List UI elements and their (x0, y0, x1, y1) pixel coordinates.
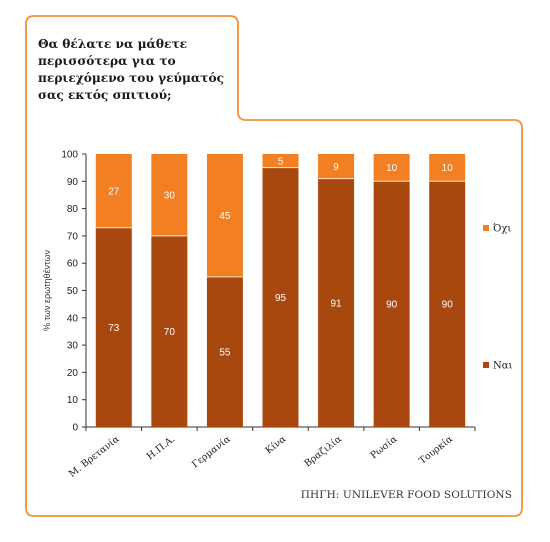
bar-segment-nai (262, 167, 299, 427)
data-label-nai: 70 (164, 327, 176, 338)
data-label-nai: 73 (108, 323, 120, 334)
bar-segment-oxi (429, 154, 466, 182)
bar-segment-nai (429, 181, 466, 427)
y-tick-label: 90 (67, 177, 79, 188)
data-label-nai: 90 (442, 300, 454, 311)
category-label: Τουρκία (417, 433, 455, 466)
y-axis-title: % των ερωτηθέντων (42, 249, 52, 331)
bar-segment-nai (151, 235, 188, 427)
data-label-nai: 91 (331, 298, 343, 309)
data-label-oxi: 10 (442, 163, 454, 174)
y-tick-label: 80 (67, 204, 79, 215)
category-label: Η.Π.Α. (145, 434, 177, 463)
data-label-nai: 55 (219, 347, 231, 358)
data-label-oxi: 9 (333, 162, 339, 173)
bar-segment-nai (95, 227, 132, 427)
y-tick-label: 10 (67, 395, 79, 406)
data-label-nai: 95 (275, 293, 287, 304)
bar-segment-oxi (206, 154, 243, 277)
y-tick-label: 30 (67, 341, 79, 352)
y-tick-label: 20 (67, 368, 79, 379)
legend-swatch-nai (483, 362, 489, 368)
question-title: Θα θέλατε να μάθετε περισσότερα για το π… (38, 37, 225, 102)
bar-segment-oxi (262, 154, 299, 168)
y-tick-label: 70 (67, 231, 79, 242)
data-label-oxi: 10 (386, 163, 398, 174)
source-note: ΠΗΓΗ: UNILEVER FOOD SOLUTIONS (300, 489, 512, 501)
y-tick-label: 50 (67, 286, 79, 297)
bar-segment-oxi (318, 154, 355, 179)
bar-segment-oxi (373, 154, 410, 182)
data-label-nai: 90 (386, 300, 398, 311)
y-tick-label: 100 (61, 150, 78, 161)
data-label-oxi: 30 (164, 190, 176, 201)
bar-segment-nai (318, 178, 355, 427)
legend-swatch-oxi (483, 225, 489, 231)
category-label: Βραζιλία (302, 433, 344, 469)
data-label-oxi: 27 (108, 186, 120, 197)
data-label-oxi: 45 (219, 211, 231, 222)
y-tick-label: 40 (67, 313, 79, 324)
bar-segment-nai (206, 276, 243, 427)
category-label: Μ. Βρετανία (67, 433, 122, 479)
y-tick-label: 0 (72, 423, 78, 434)
bar-segment-oxi (151, 154, 188, 236)
frame-outline (25, 15, 523, 517)
axes: 0 10 20 30 40 50 60 70 80 90 100 % των ερωτηθέντων (42, 150, 476, 434)
legend-label-oxi: Όχι (493, 224, 511, 235)
legend: Όχι Ναι (483, 224, 513, 372)
category-label: Κίνα (263, 433, 288, 456)
data-label-oxi: 5 (278, 156, 284, 167)
category-label: Γερμανία (190, 433, 233, 470)
category-label: Ρωσία (368, 433, 399, 461)
y-tick-label: 60 (67, 259, 79, 270)
legend-label-nai: Ναι (493, 361, 513, 372)
bar-segment-oxi (95, 154, 132, 228)
bar-segment-nai (373, 181, 410, 427)
